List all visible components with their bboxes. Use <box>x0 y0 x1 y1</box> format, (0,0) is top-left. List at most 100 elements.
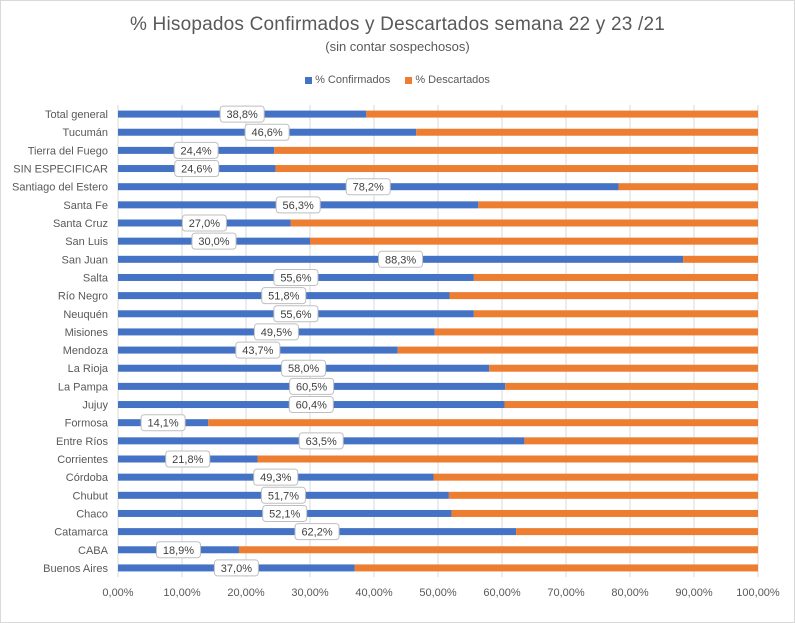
data-label-box <box>261 287 307 305</box>
category-label: Neuquén <box>63 309 108 321</box>
x-tick-label: 20,00% <box>227 587 265 599</box>
data-label: 49,5% <box>261 327 292 339</box>
category-label: Catamarca <box>54 527 109 539</box>
data-label-box <box>181 214 227 232</box>
category-label: Santa Fe <box>63 200 108 212</box>
category-label: Chaco <box>76 508 108 520</box>
data-label-box <box>378 250 424 268</box>
category-label: Río Negro <box>58 291 108 303</box>
category-label: La Rioja <box>68 363 109 375</box>
data-label-box <box>275 196 321 214</box>
data-label-box <box>345 178 391 196</box>
data-label: 52,1% <box>269 508 300 520</box>
bar-descartados <box>451 509 758 517</box>
data-label-box <box>219 105 265 123</box>
data-label: 14,1% <box>148 418 179 430</box>
data-label: 55,6% <box>280 272 311 284</box>
data-label-box <box>281 359 327 377</box>
bar-descartados <box>354 564 758 572</box>
data-label: 27,0% <box>189 218 220 230</box>
data-label: 51,8% <box>268 291 299 303</box>
chart-subtitle: (sin contar sospechosos) <box>325 39 470 54</box>
data-label: 18,9% <box>163 545 194 557</box>
bar-descartados <box>524 437 758 445</box>
bar-descartados <box>310 237 758 245</box>
data-label: 21,8% <box>172 454 203 466</box>
bar-descartados <box>449 292 758 300</box>
data-label: 37,0% <box>221 563 252 575</box>
data-label: 43,7% <box>242 345 273 357</box>
bar-descartados <box>505 382 758 390</box>
data-label: 62,2% <box>301 527 332 539</box>
data-label-box <box>165 450 211 468</box>
legend-swatch-confirmados <box>305 76 313 84</box>
legend-item-descartados: % Descartados <box>405 74 490 86</box>
x-tick-label: 90,00% <box>675 587 713 599</box>
data-label-box <box>289 377 335 395</box>
data-label-box <box>262 504 308 522</box>
data-label: 60,4% <box>296 400 327 412</box>
data-label: 56,3% <box>283 200 314 212</box>
x-tick-label: 0,00% <box>102 587 133 599</box>
category-label: Formosa <box>65 418 109 430</box>
bar-descartados <box>238 546 758 554</box>
bar-descartados <box>473 273 758 281</box>
category-label: Total general <box>45 109 108 121</box>
data-label: 88,3% <box>385 254 416 266</box>
data-label-box <box>273 268 319 286</box>
category-label: Corrientes <box>57 454 108 466</box>
bar-descartados <box>257 455 758 463</box>
data-label: 46,6% <box>252 127 283 139</box>
category-label: Santiago del Estero <box>12 182 108 194</box>
legend-swatch-descartados <box>405 76 413 84</box>
bar-descartados <box>478 201 758 209</box>
data-label-box <box>155 541 201 559</box>
chart-title: % Hisopados Confirmados y Descartados se… <box>129 14 666 35</box>
bar-descartados <box>618 183 758 191</box>
bar-descartados <box>683 255 758 263</box>
bar-descartados <box>489 364 758 372</box>
category-label: La Pampa <box>58 381 109 393</box>
category-label: Entre Ríos <box>56 436 108 448</box>
category-label: Santa Cruz <box>53 218 108 230</box>
bar-descartados <box>433 473 758 481</box>
data-label: 78,2% <box>353 182 384 194</box>
data-label-box <box>253 323 299 341</box>
category-label: Chubut <box>73 490 108 502</box>
data-label: 58,0% <box>288 363 319 375</box>
x-tick-label: 30,00% <box>291 587 329 599</box>
x-tick-label: 10,00% <box>163 587 201 599</box>
data-label-box <box>140 414 186 432</box>
data-label: 49,3% <box>260 472 291 484</box>
bar-descartados <box>274 146 758 154</box>
bar-descartados <box>290 219 758 227</box>
data-label-box <box>191 232 237 250</box>
data-label: 60,5% <box>296 381 327 393</box>
data-label-box <box>213 559 259 577</box>
x-tick-label: 70,00% <box>547 587 585 599</box>
data-label: 24,6% <box>181 164 212 176</box>
bar-descartados <box>434 328 758 336</box>
bar-descartados <box>208 419 759 427</box>
data-label-box <box>288 396 334 414</box>
data-label: 55,6% <box>280 309 311 321</box>
data-label-box <box>294 523 340 541</box>
x-tick-label: 100,00% <box>736 587 780 599</box>
bar-descartados <box>473 310 758 318</box>
category-label: San Luis <box>65 236 108 248</box>
category-label: Jujuy <box>82 400 108 412</box>
data-label-box <box>174 160 220 178</box>
data-label: 63,5% <box>306 436 337 448</box>
bar-descartados <box>416 128 758 136</box>
legend-label-descartados: % Descartados <box>415 74 490 86</box>
category-label: Córdoba <box>66 472 109 484</box>
data-label: 38,8% <box>227 109 258 121</box>
legend: % Confirmados % Descartados <box>0 74 795 87</box>
data-label-box <box>244 123 290 141</box>
data-label-box <box>260 486 306 504</box>
data-label-box <box>273 305 319 323</box>
category-label: Salta <box>83 272 109 284</box>
category-label: Tucumán <box>63 127 108 139</box>
bar-descartados <box>448 491 758 499</box>
